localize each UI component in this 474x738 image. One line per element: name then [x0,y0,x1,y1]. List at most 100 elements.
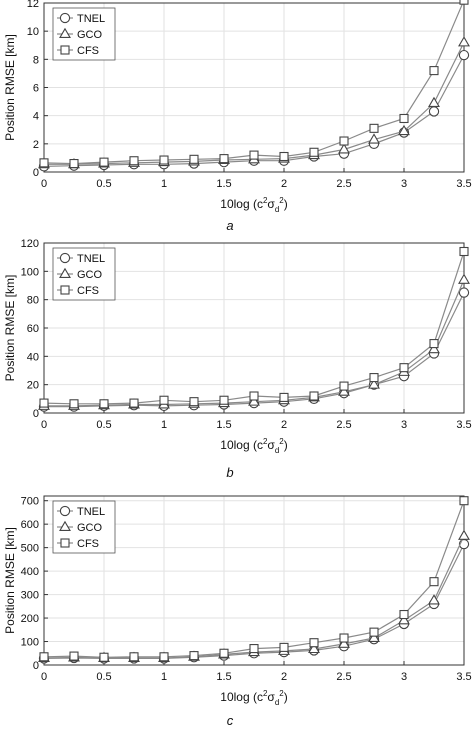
data-point-cfs [129,652,139,662]
data-point-cfs [99,157,109,167]
legend-label: GCO [77,269,103,281]
data-point-cfs [339,381,349,391]
legend-label: CFS [77,285,99,297]
y-tick-label: 700 [21,496,39,508]
data-point-gco [338,385,350,396]
x-tick-label: 3 [401,178,407,190]
data-point-cfs [279,642,289,652]
data-point-cfs [249,391,259,401]
data-point-cfs [309,638,319,648]
y-tick-label: 6 [33,83,39,95]
x-tick-label: 2.5 [336,671,351,683]
x-tick-label: 3 [401,671,407,683]
data-point-cfs [429,577,439,587]
y-tick-label: 2 [33,139,39,151]
data-point-cfs [279,392,289,402]
data-point-cfs [189,651,199,661]
x-tick-label: 2.5 [336,178,351,190]
data-point-cfs [369,123,379,133]
data-point-gco [398,124,410,136]
legend-marker-cfs [60,538,70,548]
legend-label: TNEL [77,253,105,265]
data-point-cfs [189,397,199,407]
data-point-cfs [219,648,229,658]
data-point-gco [368,631,380,643]
data-point-gco [338,143,350,154]
y-tick-label: 100 [21,637,39,649]
y-tick-label: 500 [21,543,39,555]
x-tick-label: 0 [41,178,47,190]
legend-marker-gco [59,267,71,279]
data-point-cfs [429,66,439,76]
x-tick-label: 3.5 [456,671,471,683]
legend-label: GCO [77,29,103,41]
data-point-cfs [249,150,259,160]
data-point-tnel [458,49,470,61]
y-axis-label: Position RMSE [km] [3,34,17,141]
data-point-cfs [39,158,49,168]
x-tick-label: 2.5 [336,419,351,431]
legend-label: CFS [77,538,99,550]
y-tick-label: 400 [21,566,39,578]
series-cfs [39,0,469,169]
panel-label: b [226,465,233,480]
y-tick-label: 40 [27,351,39,363]
legend-label: GCO [77,522,103,534]
data-point-cfs [339,136,349,146]
data-point-cfs [459,0,469,5]
data-point-cfs [429,339,439,349]
data-point-gco [428,96,440,107]
y-tick-label: 600 [21,519,39,531]
x-tick-label: 3 [401,419,407,431]
y-tick-label: 4 [33,111,39,123]
y-tick-label: 200 [21,613,39,625]
x-tick-label: 0 [41,419,47,431]
chart-panel-b: 0 0.5 1 1.5 2 2.5 3 3.5 0 20 40 60 80 100 120 TNEL GCO CF… [3,238,472,480]
x-tick-label: 1 [161,178,167,190]
data-point-cfs [309,147,319,157]
data-point-cfs [39,652,49,662]
data-point-cfs [129,398,139,408]
chart-panel-c: 0 0.5 1 1.5 2 2.5 3 3.5 0 100 200 300 400 500 600 700 TN… [3,495,472,728]
data-point-gco [458,529,470,540]
data-point-gco [248,395,260,406]
panel-label: c [227,713,234,728]
data-point-cfs [159,652,169,662]
legend-marker-gco [59,27,71,39]
x-axis-label: 10log (c2σd2) [220,437,287,455]
y-tick-label: 300 [21,590,39,602]
y-tick-label: 12 [27,0,39,10]
x-tick-label: 2 [281,671,287,683]
data-point-cfs [279,151,289,162]
data-point-gco [458,36,470,47]
data-point-tnel [428,106,440,117]
y-tick-label: 20 [27,380,39,392]
data-point-cfs [369,373,379,383]
series-cfs [39,246,469,409]
panel-label: a [226,218,233,233]
chart-panel-a: 0 0.5 1 1.5 2 2.5 3 3.5 0 2 4 6 8 10 12 TNEL GCO CFS Posit… [3,0,472,233]
y-tick-label: 0 [33,167,39,179]
data-point-cfs [459,246,469,257]
legend-marker-cfs [60,285,70,295]
x-tick-label: 1.5 [216,671,231,683]
legend: TNEL GCO CFS [52,500,116,554]
y-tick-label: 80 [27,295,39,307]
data-point-cfs [69,399,79,409]
data-point-cfs [189,154,199,164]
data-point-cfs [399,113,409,124]
data-point-gco [368,133,380,144]
data-point-cfs [219,395,229,405]
legend: TNEL GCO CFS [52,247,116,301]
data-point-cfs [69,159,79,169]
data-point-cfs [99,652,109,662]
legend-label: TNEL [77,506,105,518]
x-tick-label: 1.5 [216,178,231,190]
data-point-cfs [339,633,349,643]
data-point-cfs [309,391,319,401]
data-point-cfs [399,363,409,373]
legend-marker-tnel [59,12,71,24]
x-tick-label: 3.5 [456,419,471,431]
